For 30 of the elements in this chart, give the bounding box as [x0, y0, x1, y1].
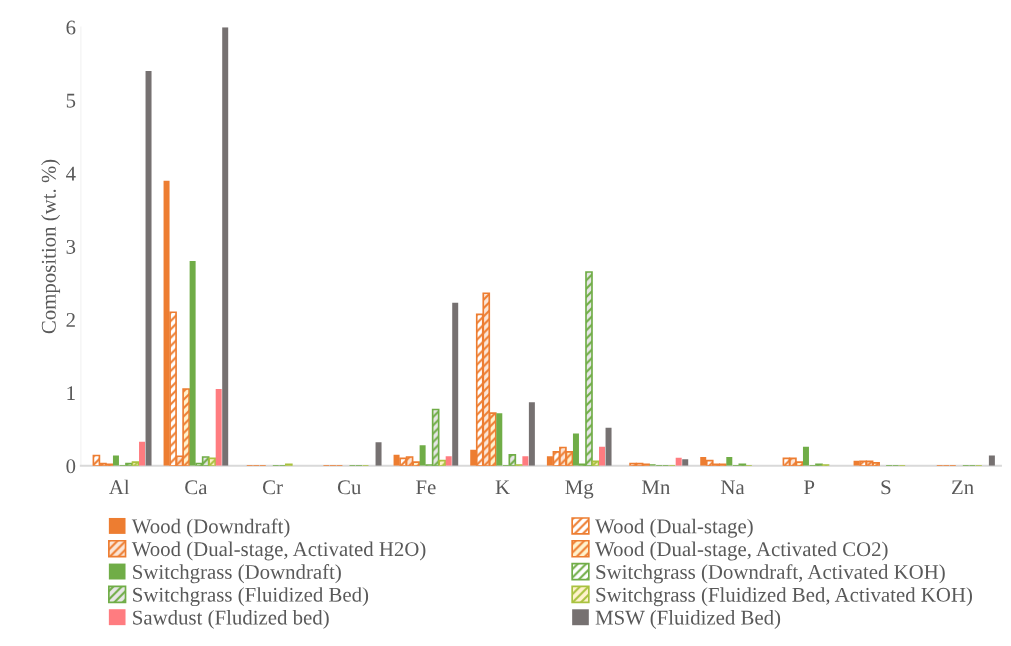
x-tick-label: Mn — [642, 480, 671, 495]
y-tick-label: 1 — [67, 386, 75, 400]
legend-label: Wood (Dual-stage) — [595, 518, 753, 538]
legend-label: MSW (Fluidized Bed) — [595, 610, 781, 629]
y-axis-title: Composition (wt. %) — [41, 159, 61, 334]
x-tick-label: P — [804, 480, 815, 495]
x-tick-label: Ca — [185, 480, 208, 495]
legend-label: Switchgrass (Downdraft) — [133, 564, 341, 584]
x-tick-label: Mg — [565, 480, 594, 499]
legend-label: Switchgrass (Downdraft, Activated KOH) — [596, 564, 945, 584]
legend-label: Switchgrass (Fluidized Bed) — [133, 587, 369, 607]
legend-label: Sawdust (Fludized bed) — [133, 609, 329, 629]
y-tick-label: 2 — [66, 312, 75, 327]
x-tick-label: Cr — [262, 480, 283, 495]
x-tick-label: S — [881, 480, 891, 495]
y-tick-label: 4 — [66, 166, 76, 181]
y-tick-label: 6 — [66, 20, 76, 35]
legend-label: Wood (Dual-stage, Activated H2O) — [131, 541, 426, 561]
y-tick-label: 5 — [66, 93, 76, 108]
x-tick-label: Fe — [416, 480, 436, 495]
y-tick-label: 0 — [66, 459, 76, 474]
x-tick-label: Al — [109, 479, 130, 495]
x-tick-label: K — [495, 480, 510, 495]
y-tick-label: 3 — [66, 239, 76, 254]
x-tick-label: Cu — [337, 480, 362, 495]
legend-label: Wood (Downdraft) — [131, 518, 290, 538]
x-tick-label: Na — [721, 480, 745, 495]
x-tick-label: Zn — [951, 480, 974, 495]
legend-label: Wood (Dual-stage, Activated CO2) — [595, 541, 888, 561]
legend-label: Switchgrass (Fluidized Bed, Activated KOH) — [596, 587, 972, 607]
